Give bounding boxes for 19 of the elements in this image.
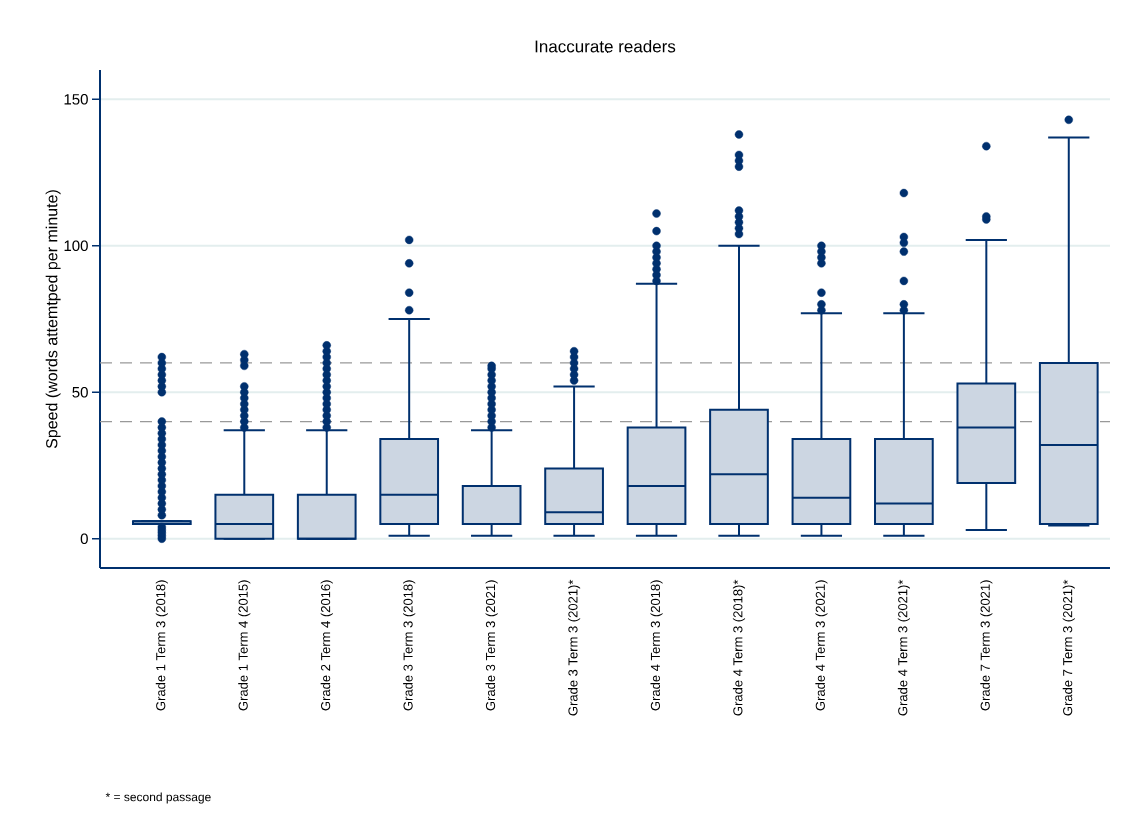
- x-tick-label: Grade 4 Term 3 (2021)*: [897, 579, 910, 716]
- y-axis-title: Speed (words attemtped per minute): [45, 190, 61, 449]
- x-tick-label: Grade 2 Term 4 (2016): [320, 580, 333, 711]
- x-tick-label: Grade 1 Term 4 (2015): [238, 580, 251, 711]
- y-tick-label: 100: [64, 240, 88, 252]
- x-tick-label: Grade 4 Term 3 (2021): [815, 580, 828, 711]
- x-tick-label: Grade 7 Term 3 (2021): [980, 580, 993, 711]
- x-tick-label: Grade 1 Term 3 (2018): [155, 580, 168, 711]
- x-tick-label: Grade 3 Term 3 (2021): [485, 580, 498, 711]
- x-tick-label: Grade 3 Term 3 (2021)*: [568, 579, 581, 716]
- y-tick-label: 0: [80, 533, 88, 545]
- x-tick-label: Grade 3 Term 3 (2018): [403, 580, 416, 711]
- x-tick-label: Grade 4 Term 3 (2018): [650, 580, 663, 711]
- y-tick-label: 50: [72, 386, 88, 398]
- y-tick-label: 150: [64, 93, 88, 105]
- chart-title: Inaccurate readers: [535, 39, 676, 53]
- x-tick-label: Grade 7 Term 3 (2021)*: [1062, 579, 1075, 716]
- text: * = second passage: [105, 792, 211, 804]
- x-tick-label: Grade 4 Term 3 (2018)*: [732, 579, 746, 716]
